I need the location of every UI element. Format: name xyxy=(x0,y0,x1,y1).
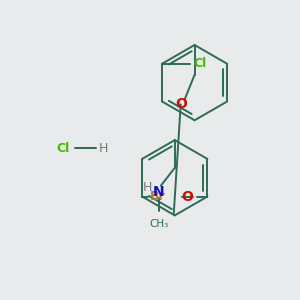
Text: CH₃: CH₃ xyxy=(149,219,169,230)
Text: H: H xyxy=(142,181,152,194)
Text: O: O xyxy=(175,98,187,111)
Text: Br: Br xyxy=(150,190,166,203)
Text: Cl: Cl xyxy=(194,57,207,70)
Text: Cl: Cl xyxy=(56,142,69,154)
Text: N: N xyxy=(153,184,165,199)
Text: H: H xyxy=(99,142,108,154)
Text: O: O xyxy=(182,190,194,204)
